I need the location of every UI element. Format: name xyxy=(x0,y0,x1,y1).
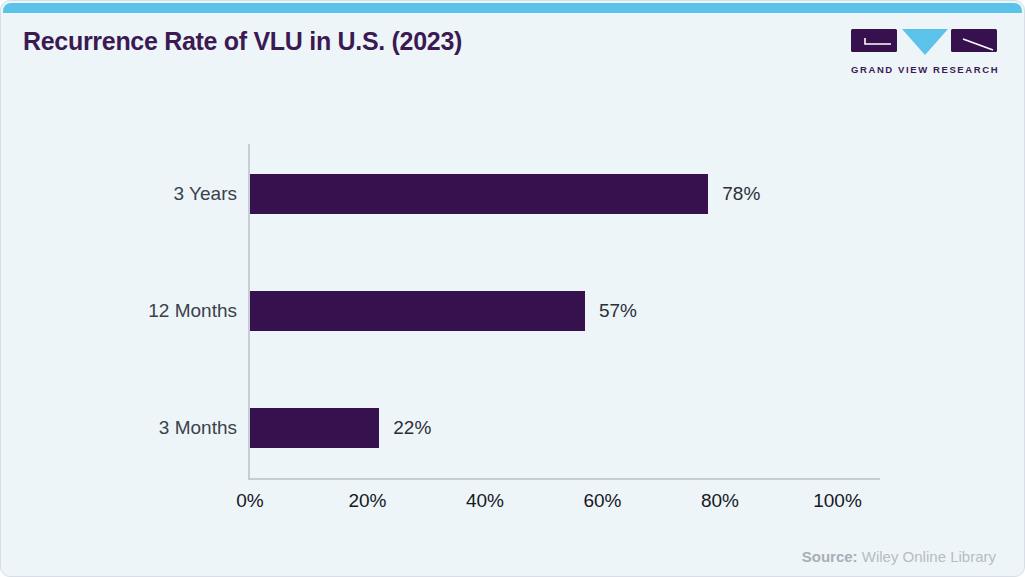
bar xyxy=(250,408,379,448)
bar xyxy=(250,291,585,331)
logo-text: GRAND VIEW RESEARCH xyxy=(851,64,997,75)
x-axis-tick-label: 0% xyxy=(236,490,263,512)
chart-row: 12 Months57% xyxy=(250,291,880,331)
x-axis-tick-label: 100% xyxy=(813,490,862,512)
plot-area: 3 Years78%12 Months57%3 Months22%0%20%40… xyxy=(248,144,880,480)
source-note: Source: Wiley Online Library xyxy=(802,548,996,565)
category-label: 3 Months xyxy=(159,417,237,439)
value-label: 22% xyxy=(393,417,431,439)
top-accent-bar xyxy=(3,3,1022,13)
x-axis-tick-label: 80% xyxy=(701,490,739,512)
chart-card: Recurrence Rate of VLU in U.S. (2023) GR… xyxy=(0,0,1025,577)
chart-title: Recurrence Rate of VLU in U.S. (2023) xyxy=(23,28,462,56)
category-label: 12 Months xyxy=(148,300,237,322)
value-label: 57% xyxy=(599,300,637,322)
gvr-logo-icon xyxy=(851,29,997,56)
category-label: 3 Years xyxy=(174,183,237,205)
value-label: 78% xyxy=(722,183,760,205)
x-axis-tick-label: 40% xyxy=(466,490,504,512)
grand-view-research-logo: GRAND VIEW RESEARCH xyxy=(851,29,997,75)
source-prefix: Source: xyxy=(802,548,858,565)
x-axis-tick-label: 20% xyxy=(348,490,386,512)
chart-row: 3 Years78% xyxy=(250,174,880,214)
x-axis-tick-label: 60% xyxy=(583,490,621,512)
bar xyxy=(250,174,708,214)
source-text: Wiley Online Library xyxy=(858,548,996,565)
chart-row: 3 Months22% xyxy=(250,408,880,448)
